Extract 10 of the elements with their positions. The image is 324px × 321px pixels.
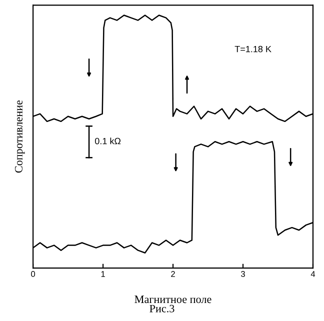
x-tick-label: 2 xyxy=(171,271,175,277)
annotation: 0.1 kΩ xyxy=(94,138,121,144)
y-axis-title: Сопротивление xyxy=(14,100,25,173)
x-tick-label: 3 xyxy=(241,271,245,277)
x-tick-label: 4 xyxy=(310,271,316,277)
text: Рис.3 xyxy=(150,304,174,312)
x-tick-label: 1 xyxy=(101,271,105,277)
x-tick-label: 0 xyxy=(31,271,36,277)
annotation: T=1.18 K xyxy=(234,46,272,52)
x-axis-title: Магнитное поле xyxy=(134,296,212,304)
